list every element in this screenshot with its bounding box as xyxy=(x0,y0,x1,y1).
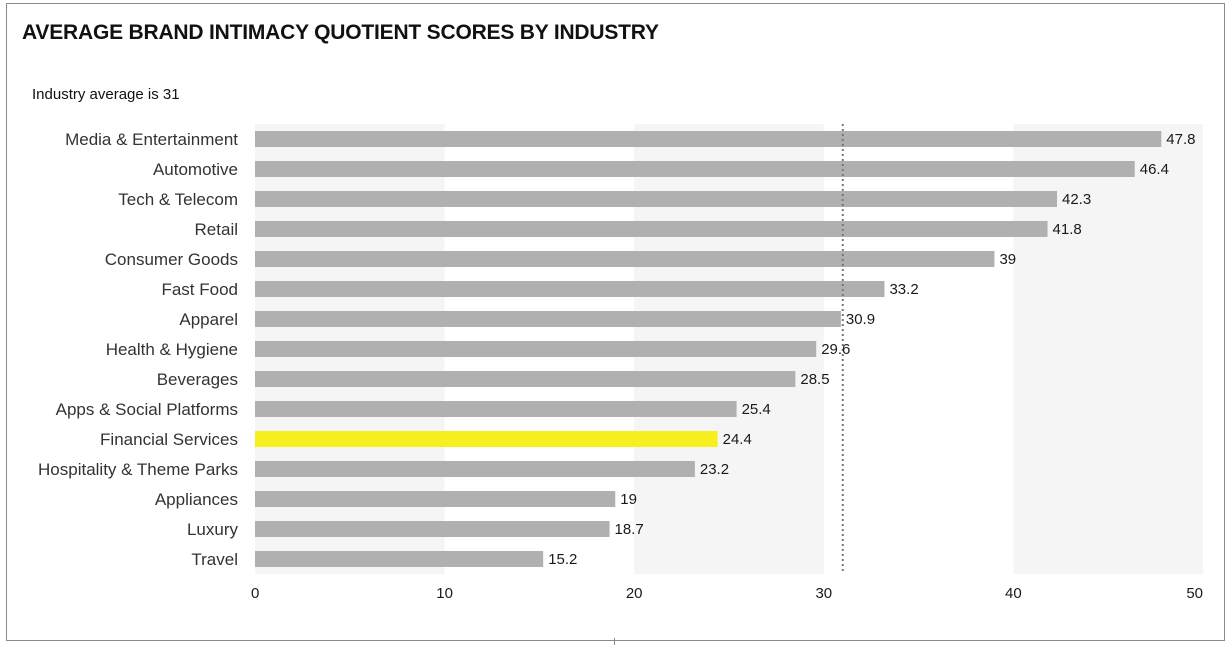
category-label: Consumer Goods xyxy=(105,250,238,269)
value-label: 15.2 xyxy=(548,551,577,568)
value-label: 39 xyxy=(999,251,1016,268)
category-label: Health & Hygiene xyxy=(106,340,238,359)
value-label: 42.3 xyxy=(1062,191,1091,208)
x-tick-label: 40 xyxy=(1005,585,1022,602)
bar xyxy=(255,251,995,267)
value-label: 29.6 xyxy=(821,341,850,358)
category-label: Financial Services xyxy=(100,430,238,449)
value-label: 46.4 xyxy=(1140,161,1169,178)
value-label: 30.9 xyxy=(846,311,875,328)
category-label: Automotive xyxy=(153,160,238,179)
category-label: Tech & Telecom xyxy=(118,190,238,209)
category-label: Travel xyxy=(191,550,238,569)
bar xyxy=(255,341,817,357)
bar xyxy=(255,461,695,477)
bars-group xyxy=(255,131,1162,567)
bar xyxy=(255,131,1162,147)
value-label: 33.2 xyxy=(889,281,918,298)
category-labels-group: Media & Entertainment Automotive Tech & Te… xyxy=(38,130,238,569)
value-label: 41.8 xyxy=(1053,221,1082,238)
chart-subtitle: Industry average is 31 xyxy=(32,86,180,103)
bar xyxy=(255,401,737,417)
bar xyxy=(255,161,1135,177)
x-tick-label: 30 xyxy=(815,585,832,602)
chart-title: AVERAGE BRAND INTIMACY QUOTIENT SCORES B… xyxy=(22,21,659,44)
bar xyxy=(255,191,1058,207)
x-tick-labels-group: 0 10 20 30 40 50 xyxy=(251,585,1203,602)
category-label: Apps & Social Platforms xyxy=(56,400,238,419)
bar xyxy=(255,371,796,387)
x-tick-label: 0 xyxy=(251,585,259,602)
x-tick-label: 20 xyxy=(626,585,643,602)
category-label: Fast Food xyxy=(161,280,238,299)
bar xyxy=(255,221,1048,237)
category-label: Hospitality & Theme Parks xyxy=(38,460,238,479)
value-label: 47.8 xyxy=(1166,131,1195,148)
category-label: Beverages xyxy=(157,370,238,389)
frame-divider-tick xyxy=(614,638,615,645)
bar xyxy=(255,551,544,567)
bar xyxy=(255,491,616,507)
bar-highlighted xyxy=(255,431,718,447)
value-label: 28.5 xyxy=(800,371,829,388)
category-label: Luxury xyxy=(187,520,239,539)
x-tick-label: 50 xyxy=(1186,585,1203,602)
value-label: 19 xyxy=(620,491,637,508)
category-label: Retail xyxy=(195,220,238,239)
value-label: 24.4 xyxy=(723,431,752,448)
bar xyxy=(255,281,885,297)
value-label: 23.2 xyxy=(700,461,729,478)
category-label: Appliances xyxy=(155,490,238,509)
x-tick-label: 10 xyxy=(436,585,453,602)
value-label: 25.4 xyxy=(742,401,771,418)
value-labels-group: 47.8 46.4 42.3 41.8 39 33.2 30.9 29.6 28.5 25.4 24… xyxy=(548,131,1195,568)
category-label: Apparel xyxy=(179,310,238,329)
bar xyxy=(255,521,610,537)
value-label: 18.7 xyxy=(615,521,644,538)
category-label: Media & Entertainment xyxy=(65,130,238,149)
bar xyxy=(255,311,841,327)
